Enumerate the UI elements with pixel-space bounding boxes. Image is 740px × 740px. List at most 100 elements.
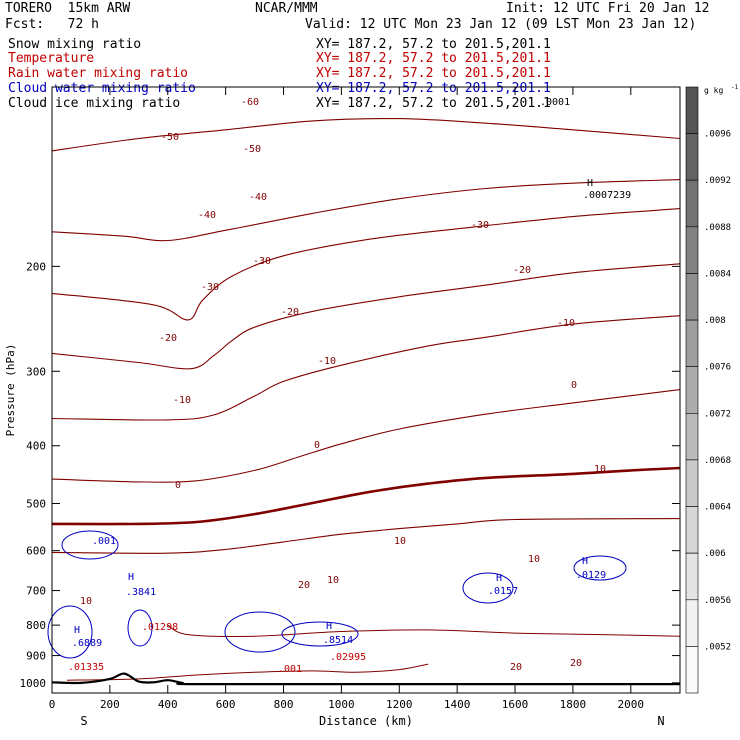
init-time: Init: 12 UTC Fri 20 Jan 12: [506, 1, 710, 16]
x-tick-label: 800: [274, 698, 294, 711]
cloud-water-contour: [47, 605, 93, 659]
colorbar-tick-label: .0096: [704, 130, 731, 140]
colorbar-tick-label: .0092: [704, 176, 731, 186]
rain-water-label: .001: [278, 664, 302, 675]
field-xy-cloud-water: XY= 187.2, 57.2 to 201.5,201.1: [316, 81, 551, 96]
isotherm-label: -60: [241, 97, 259, 108]
rain-water-label: .02995: [330, 652, 366, 663]
colorbar-segment: [685, 179, 699, 228]
isotherm-label: 20: [510, 662, 522, 673]
colorbar-unit-exponent: -1: [731, 84, 739, 91]
x-tick-label: 400: [158, 698, 178, 711]
colorbar-segment: [685, 86, 699, 134]
isotherm-label: 10: [394, 536, 406, 547]
x-tick-label: 1200: [386, 698, 413, 711]
cloud-water-label: H: [582, 556, 588, 567]
colorbar-segment: [685, 646, 699, 694]
field-xy-temperature: XY= 187.2, 57.2 to 201.5,201.1: [316, 51, 551, 66]
isotherm: [51, 389, 681, 483]
x-tick-label: 600: [216, 698, 236, 711]
field-label-cloud-water: Cloud water mixing ratio: [8, 81, 196, 96]
colorbar-tick-label: .0056: [704, 596, 731, 606]
isotherm-label: -50: [243, 144, 261, 155]
colorbar-tick-label: .0068: [704, 456, 731, 466]
colorbar-segment: [685, 599, 699, 647]
isotherm-label: -10: [318, 356, 336, 367]
isotherm: [51, 208, 681, 321]
cloud-water-label: .001: [92, 536, 116, 547]
isotherm-label: 0: [175, 480, 181, 491]
colorbar-tick-label: .008: [704, 316, 726, 326]
cloud-water-label: .0129: [576, 570, 606, 581]
north-label: N: [657, 714, 664, 728]
colorbar-segment: [685, 459, 699, 507]
y-tick-label: 400: [26, 440, 46, 453]
isotherm: [51, 518, 681, 554]
y-tick-label: 1000: [20, 677, 47, 690]
isotherm-label: 10: [528, 554, 540, 565]
field-xy-cloud-ice: XY= 187.2, 57.2 to 201.5,201.1: [316, 96, 551, 111]
field-label-rain: Rain water mixing ratio: [8, 66, 189, 81]
y-tick-label: 800: [26, 619, 46, 632]
colorbar-segment: [685, 366, 699, 414]
colorbar-tick-label: .0064: [704, 503, 731, 513]
cloud-water-label: H: [326, 621, 332, 632]
isotherm: [167, 624, 681, 637]
x-tick-label: 1400: [444, 698, 471, 711]
isotherm: [51, 466, 681, 526]
colorbar-tick-label: .006: [704, 549, 726, 559]
cloud-water-contour: [61, 530, 119, 560]
x-axis-title: Distance (km): [319, 714, 413, 728]
y-tick-label: 500: [26, 498, 46, 511]
rain-water-label: .01298: [142, 622, 178, 633]
isotherm-label: -10: [173, 395, 191, 406]
field-label-temperature: Temperature: [8, 51, 95, 66]
colorbar-tick-label: .0084: [704, 270, 731, 280]
isotherm-label: -40: [198, 210, 216, 221]
ice-max-marker: H: [587, 178, 593, 189]
cloud-contours: H .3841 H .6889 H .8514 H .0157 H .0129 .001 .01335…: [47, 530, 627, 675]
isotherm-label: 0: [314, 440, 320, 451]
x-tick-label: 0: [49, 698, 56, 711]
x-tick-label: 1800: [560, 698, 587, 711]
rain-water-label: .01335: [68, 662, 104, 673]
plot-frame: [51, 86, 681, 694]
isotherm: [51, 315, 681, 421]
isotherm-label: -10: [557, 318, 575, 329]
south-label: S: [80, 714, 87, 728]
cloud-water-label: .8514: [323, 635, 353, 646]
isotherm-label: -20: [513, 265, 531, 276]
valid-time: Valid: 12 UTC Mon 23 Jan 12 (09 LST Mon …: [305, 17, 697, 32]
temperature-isotherms: -60 -50 -50 -40 -40 -30 -30 -30 -20 -20 -20 -10 -10 -…: [51, 97, 681, 681]
colorbar-segment: [685, 412, 699, 461]
forecast-hour: Fcst: 72 h: [5, 17, 99, 32]
isotherm-label: -50: [161, 132, 179, 143]
colorbar-segment: [685, 552, 699, 601]
annotations: H.0007239 .0001: [540, 97, 631, 201]
isotherm-label: -30: [201, 282, 219, 293]
cloud-water-contour: [462, 572, 514, 604]
colorbar-tick-label: .0076: [704, 363, 731, 373]
colorbar-segment: [685, 273, 699, 321]
isotherm-label: 20: [570, 658, 582, 669]
cloud-water-contour: [127, 609, 153, 647]
colorbar-unit: g kg: [704, 86, 723, 95]
isotherm-label: -40: [249, 192, 267, 203]
y-tick-label: 300: [26, 365, 46, 378]
y-tick-label: 900: [26, 650, 46, 663]
isotherm: [66, 663, 429, 681]
colorbar-tick-label: .0088: [704, 223, 731, 233]
isotherm-label: -20: [281, 307, 299, 318]
cloud-water-label: H: [496, 573, 502, 584]
isotherm-label: -20: [159, 333, 177, 344]
cloud-water-contour: [281, 621, 359, 647]
field-xy-rain: XY= 187.2, 57.2 to 201.5,201.1: [316, 66, 551, 81]
x-tick-label: 1600: [502, 698, 529, 711]
isotherm-label: 10: [327, 575, 339, 586]
y-tick-label: 600: [26, 545, 46, 558]
colorbar-segment: [685, 226, 699, 274]
cloud-water-contour: [573, 555, 627, 581]
ice-top-value: .0001: [540, 97, 570, 108]
terrain-surface: [51, 672, 680, 686]
